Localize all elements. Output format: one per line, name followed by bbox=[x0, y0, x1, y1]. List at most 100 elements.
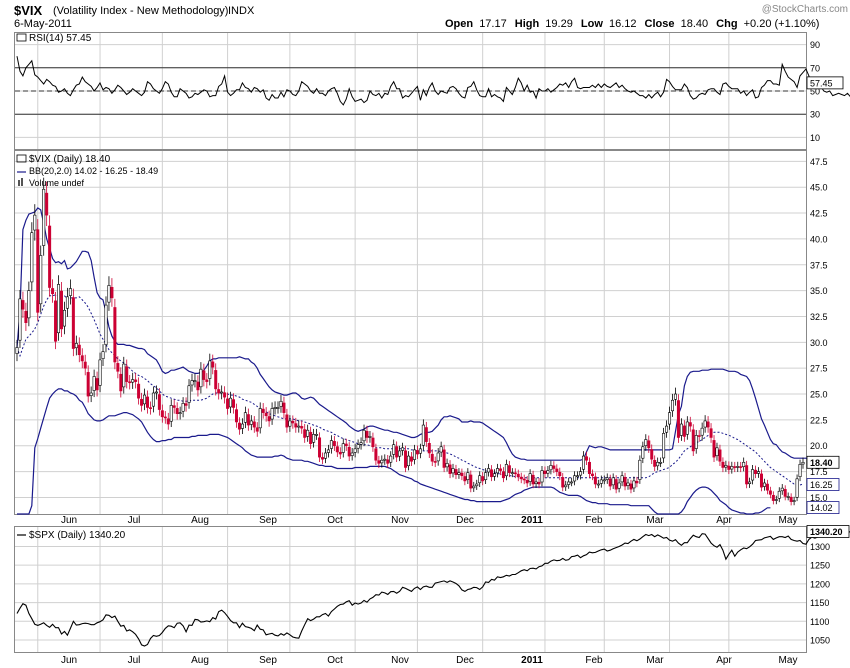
candle-body bbox=[697, 435, 701, 437]
candle-body bbox=[59, 290, 63, 330]
candle-body bbox=[436, 452, 440, 462]
symbol-description: (Volatility Index - New Methodology) bbox=[53, 5, 228, 17]
candle-body bbox=[415, 450, 419, 455]
candle-body bbox=[558, 471, 562, 477]
candle-body bbox=[650, 449, 654, 460]
candle-body bbox=[656, 461, 660, 467]
candle-body bbox=[590, 473, 594, 477]
candle-body bbox=[691, 429, 695, 452]
candle-body bbox=[309, 431, 313, 444]
candle-body bbox=[718, 449, 722, 462]
candle-body bbox=[344, 443, 348, 447]
candle-body bbox=[51, 288, 55, 295]
candle-body bbox=[62, 309, 66, 327]
candle-body bbox=[498, 468, 502, 471]
price-y-tick: 40.0 bbox=[810, 234, 828, 244]
close-value-tag bbox=[806, 455, 840, 469]
x-tick-label: Dec bbox=[456, 515, 474, 526]
candle-body bbox=[534, 481, 538, 484]
candle-body bbox=[478, 475, 482, 484]
candle-body bbox=[80, 355, 84, 362]
candle-body bbox=[596, 483, 600, 486]
rsi-value-label: 57.45 bbox=[810, 78, 833, 88]
candle-body bbox=[57, 284, 61, 334]
candle-body bbox=[593, 476, 597, 485]
x-tick-label: Mar bbox=[646, 655, 664, 666]
candle-body bbox=[742, 461, 746, 467]
candle-body bbox=[36, 229, 40, 313]
candle-body bbox=[676, 400, 680, 438]
candle-body bbox=[89, 392, 93, 396]
candle-body bbox=[433, 461, 437, 463]
candle-body bbox=[493, 473, 497, 477]
spx-y-tick: 1150 bbox=[810, 598, 829, 608]
candle-body bbox=[442, 449, 446, 468]
x-tick-label: May bbox=[779, 655, 798, 666]
candle-body bbox=[457, 472, 461, 475]
candle-body bbox=[490, 469, 494, 478]
candle-body bbox=[757, 471, 761, 474]
candle-body bbox=[682, 425, 686, 437]
candle-body bbox=[18, 298, 22, 341]
candle-body bbox=[579, 471, 583, 476]
spx-y-tick: 1250 bbox=[810, 561, 830, 571]
candle-body bbox=[724, 465, 728, 468]
candle-body bbox=[252, 421, 256, 428]
candle-body bbox=[116, 363, 120, 372]
candle-body bbox=[573, 475, 577, 482]
candle-body bbox=[134, 379, 138, 382]
candle-body bbox=[466, 472, 470, 480]
price-y-tick: 42.5 bbox=[810, 209, 828, 219]
candle-body bbox=[582, 455, 586, 470]
x-tick-label: Oct bbox=[327, 515, 343, 526]
candle-body bbox=[365, 431, 369, 438]
candle-body bbox=[279, 400, 283, 407]
candle-body bbox=[736, 466, 740, 468]
candle-body bbox=[282, 402, 286, 413]
candle-body bbox=[288, 420, 292, 427]
candle-body bbox=[323, 452, 327, 459]
candle-body bbox=[398, 450, 402, 457]
price-y-tick: 37.5 bbox=[810, 260, 828, 270]
bb-middle-line bbox=[16, 294, 804, 486]
candle-body bbox=[353, 448, 357, 453]
candle-body bbox=[549, 465, 553, 471]
candle-body bbox=[712, 440, 716, 458]
candle-body bbox=[184, 403, 188, 406]
candle-body bbox=[703, 420, 707, 428]
candle-body bbox=[341, 443, 345, 453]
rsi-y-tick: 50 bbox=[810, 87, 820, 97]
candle-body bbox=[519, 476, 523, 480]
candle-body bbox=[175, 408, 179, 414]
candle-body bbox=[552, 465, 556, 469]
candle-body bbox=[205, 379, 209, 382]
spx-y-tick: 1300 bbox=[810, 542, 830, 552]
candle-body bbox=[113, 307, 117, 363]
candle-body bbox=[789, 496, 793, 502]
candle-body bbox=[202, 370, 206, 380]
candle-body bbox=[45, 192, 49, 216]
candle-body bbox=[98, 359, 102, 386]
candle-body bbox=[285, 414, 289, 428]
candle-body bbox=[297, 425, 301, 428]
spx-value-label: 1340.20 bbox=[810, 527, 843, 537]
candle-body bbox=[321, 457, 325, 460]
high-label: High bbox=[515, 18, 540, 30]
spx-y-tick: 1200 bbox=[810, 579, 830, 589]
candle-body bbox=[617, 482, 621, 489]
candle-body bbox=[427, 443, 431, 454]
candle-body bbox=[356, 444, 360, 449]
candle-body bbox=[484, 472, 488, 480]
candle-body bbox=[374, 448, 378, 461]
candle-body bbox=[404, 450, 408, 468]
candle-body bbox=[258, 408, 262, 429]
candle-body bbox=[614, 479, 618, 490]
rsi-y-tick: 30 bbox=[810, 110, 820, 120]
candle-body bbox=[33, 214, 37, 231]
candle-body bbox=[350, 452, 354, 456]
candle-body bbox=[754, 469, 758, 474]
candle-body bbox=[599, 479, 603, 484]
spx-legend: $SPX (Daily) 1340.20 bbox=[17, 530, 126, 541]
candle-body bbox=[510, 472, 514, 474]
candle-body bbox=[15, 347, 19, 354]
